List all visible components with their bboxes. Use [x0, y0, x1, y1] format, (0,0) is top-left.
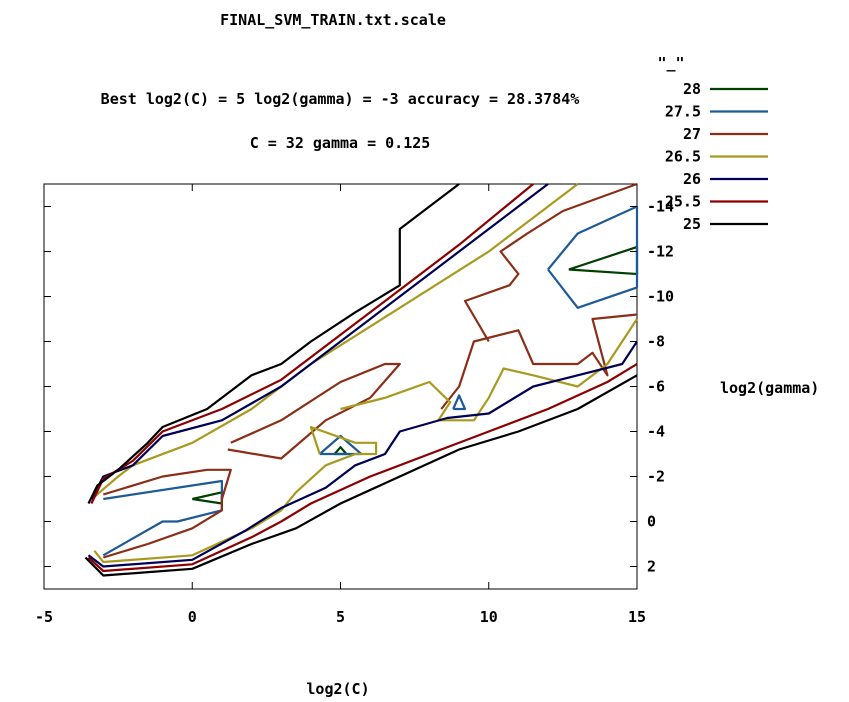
- contour-line-27-5-2: [318, 434, 363, 456]
- contour-line-27-1: [102, 468, 232, 559]
- contour-line-26-5-2: [93, 425, 378, 564]
- y-tick-label: -8: [647, 333, 665, 351]
- contour-series-26-5: [93, 183, 638, 564]
- legend-label-27-5: 27.5: [665, 103, 701, 121]
- contour-line-27-5-1: [102, 479, 223, 557]
- y-tick-label: -14: [647, 198, 674, 216]
- contour-line-27-3: [440, 313, 638, 410]
- chart-subtitle-c-gamma: C = 32 gamma = 0.125: [250, 134, 431, 152]
- legend-label-25: 25: [683, 215, 701, 233]
- y-tick-label: -4: [647, 423, 665, 441]
- legend-label-26-5: 26.5: [665, 148, 701, 166]
- contour-line-26-5-1: [93, 183, 579, 498]
- y-tick-label: -6: [647, 378, 665, 396]
- x-tick-label: -5: [35, 608, 53, 626]
- x-axis-label: log2(C): [306, 680, 369, 698]
- legend-label-28: 28: [683, 80, 701, 98]
- contour-line-28-1: [192, 491, 223, 505]
- contour-series-26: [87, 183, 638, 568]
- y-tick-label: -10: [647, 288, 674, 306]
- contour-line-25-2: [84, 374, 638, 577]
- contour-line-27-5-3: [452, 394, 467, 411]
- x-tick-label: 15: [628, 608, 646, 626]
- chart-title: FINAL_SVM_TRAIN.txt.scale: [220, 11, 446, 29]
- legend-label-27: 27: [683, 125, 701, 143]
- contour-line-28-3: [568, 245, 639, 276]
- contour-line-27-2: [227, 362, 401, 460]
- contour-line-25-1: [87, 183, 460, 504]
- y-tick-label: -2: [647, 468, 665, 486]
- plot-frame: [43, 183, 638, 590]
- x-tick-label: 10: [480, 608, 498, 626]
- contour-line-26-5-3: [340, 318, 638, 422]
- x-tick-label: 5: [336, 608, 345, 626]
- legend-title: "_": [657, 54, 684, 72]
- y-tick-label: 0: [647, 513, 656, 531]
- y-axis-label: log2(gamma): [720, 379, 819, 397]
- chart-subtitle-best: Best log2(C) = 5 log2(gamma) = -3 accura…: [101, 90, 580, 108]
- contour-series-25: [84, 183, 638, 577]
- contour-line-27-5-4: [547, 205, 639, 309]
- x-tick-label: 0: [188, 608, 197, 626]
- contour-series-27-5: [102, 205, 639, 557]
- contour-series-27: [102, 182, 638, 559]
- y-tick-label: 2: [647, 558, 656, 576]
- contour-series-25-5: [87, 183, 638, 573]
- contour-line-25-5-2: [87, 363, 638, 573]
- y-tick-label: -12: [647, 243, 674, 261]
- legend-label-25-5: 25.5: [665, 193, 701, 211]
- legend-label-26: 26: [683, 170, 701, 188]
- contour-line-27-4: [463, 182, 638, 343]
- contour-line-26-2: [87, 340, 638, 568]
